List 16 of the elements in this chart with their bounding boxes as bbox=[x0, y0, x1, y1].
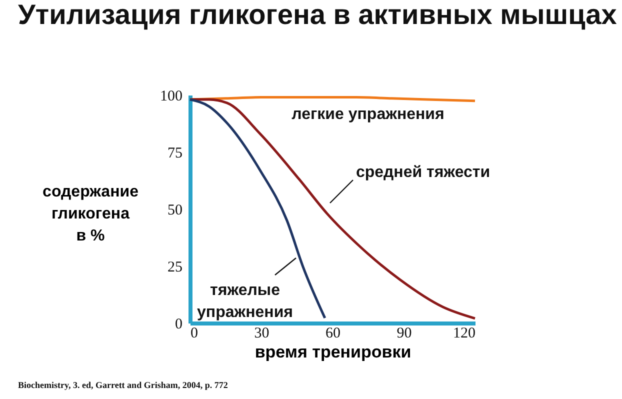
y-axis-title: содержание гликогена в % bbox=[42, 184, 139, 244]
y-tick-label: 25 bbox=[168, 260, 182, 276]
chart-title: Утилизация гликогена в активных мышцах bbox=[18, 0, 618, 30]
series-label: тяжелые упражнения bbox=[197, 282, 293, 321]
text: Biochemistry, 3. ed, Garrett and Grisham, 2004, p. 772 bbox=[18, 380, 228, 390]
y-tick-label: 50 bbox=[168, 202, 182, 218]
x-axis-title: время тренировки bbox=[254, 342, 412, 362]
x-tick-label: 120 bbox=[453, 326, 476, 342]
x-tick-label: 0 bbox=[190, 326, 198, 342]
text: средней тяжести bbox=[356, 164, 490, 181]
series-label: легкие упражнения bbox=[292, 106, 444, 123]
y-tick-label: 100 bbox=[160, 88, 182, 104]
x-tick-label: 60 bbox=[326, 326, 340, 342]
y-tick-label: 75 bbox=[168, 146, 182, 162]
x-tick-label: 30 bbox=[254, 326, 270, 342]
x-tick-label: 90 bbox=[396, 326, 412, 342]
